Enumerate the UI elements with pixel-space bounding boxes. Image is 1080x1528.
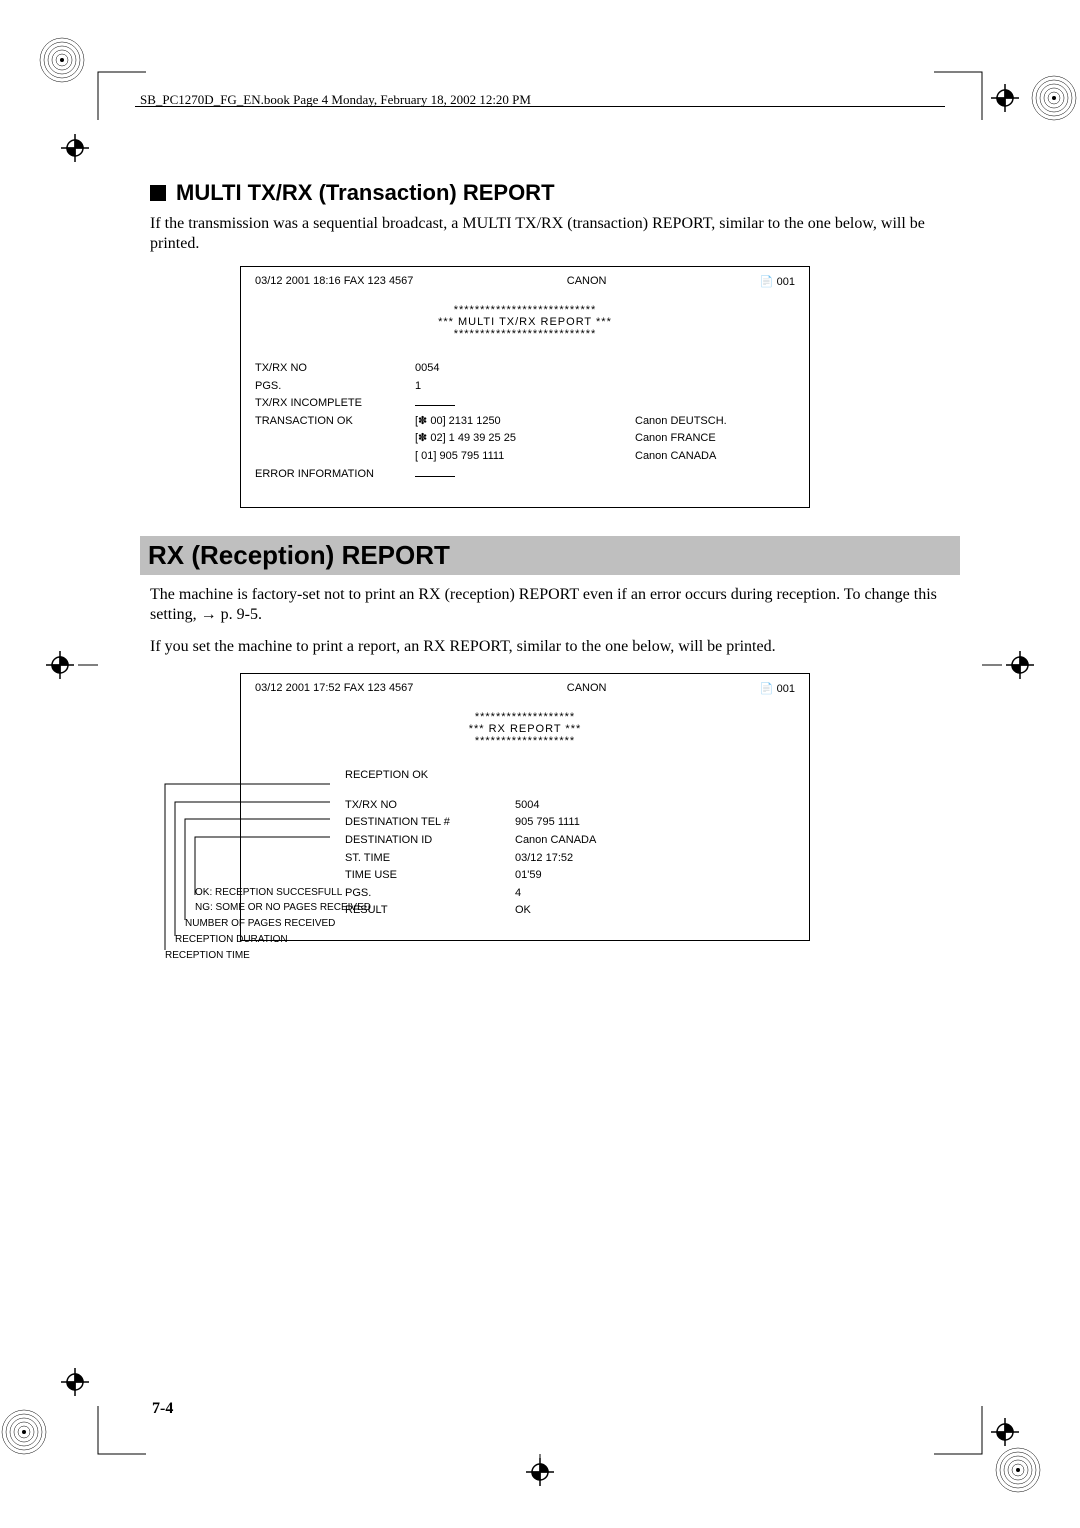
callout-sttime: RECEPTION TIME	[165, 948, 250, 963]
report1-row: ERROR INFORMATION	[255, 466, 795, 484]
report2-stars-top: *******************	[255, 711, 795, 723]
report1-row: [✽ 02] 1 49 39 25 25Canon FRANCE	[255, 430, 795, 448]
report2-header-center: CANON	[567, 682, 607, 695]
report2-row: RESULTOK	[345, 902, 795, 920]
report1-stars-top: ***************************	[255, 304, 795, 316]
report1-header-right: 📄 001	[760, 275, 795, 288]
report2-row: TX/RX NO5004	[345, 797, 795, 815]
report1-row: PGS. 1	[255, 378, 795, 396]
multi-txrx-report-box: 03/12 2001 18:16 FAX 123 4567 CANON 📄 00…	[240, 266, 810, 508]
callout-time: RECEPTION DURATION	[175, 932, 288, 947]
report1-row: TX/RX INCOMPLETE	[255, 395, 795, 413]
report2-row: DESTINATION IDCanon CANADA	[345, 832, 795, 850]
report2-header-right: 📄 001	[760, 682, 795, 695]
page-icon: 📄	[760, 683, 774, 695]
report2-row: DESTINATION TEL #905 795 1111	[345, 814, 795, 832]
report2-title: *** RX REPORT ***	[255, 723, 795, 735]
report2-header-left: 03/12 2001 17:52 FAX 123 4567	[255, 682, 413, 695]
report1-stars-bottom: ***************************	[255, 328, 795, 340]
section1-title: MULTI TX/RX (Transaction) REPORT	[150, 180, 950, 206]
section1-title-text: MULTI TX/RX (Transaction) REPORT	[176, 180, 555, 205]
report2-row: TIME USE01'59	[345, 867, 795, 885]
header-rule	[135, 106, 945, 107]
report1-header-center: CANON	[567, 275, 607, 288]
report2-stars-bottom: *******************	[255, 735, 795, 747]
report2-row: PGS. 4	[345, 885, 795, 903]
section2-banner: RX (Reception) REPORT	[140, 536, 960, 575]
page-icon: 📄	[760, 276, 774, 288]
page-content: MULTI TX/RX (Transaction) REPORT If the …	[150, 180, 950, 941]
report1-row: TRANSACTION OK[✽ 00] 2131 1250Canon DEUT…	[255, 413, 795, 431]
report1-title: *** MULTI TX/RX REPORT ***	[255, 316, 795, 328]
callout-result: OK: RECEPTION SUCCESFULL NG: SOME OR NO …	[195, 885, 371, 915]
section2-body1: The machine is factory-set not to print …	[150, 585, 950, 625]
report2-row: ST. TIME03/12 17:52	[345, 850, 795, 868]
page-number: 7-4	[152, 1400, 173, 1418]
section2-body2: If you set the machine to print a report…	[150, 637, 950, 657]
report1-header-left: 03/12 2001 18:16 FAX 123 4567	[255, 275, 413, 288]
section1-body: If the transmission was a sequential bro…	[150, 214, 950, 254]
report2-status: RECEPTION OK	[345, 767, 515, 785]
report1-row: TX/RX NO0054	[255, 360, 795, 378]
callout-pgs: NUMBER OF PAGES RECEIVED	[185, 916, 335, 931]
report1-row: [ 01] 905 795 1111Canon CANADA	[255, 448, 795, 466]
